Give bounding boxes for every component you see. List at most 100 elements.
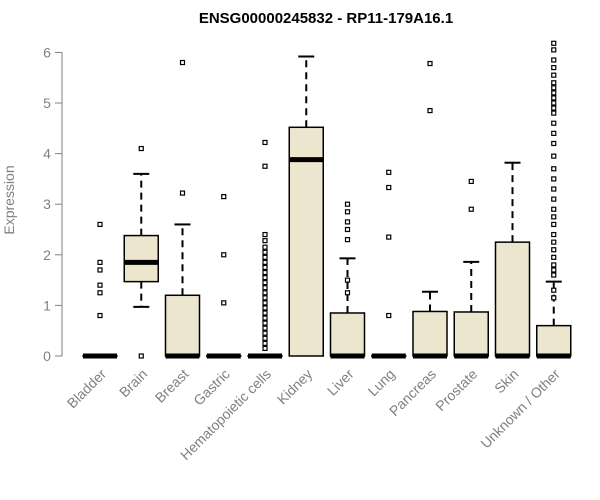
category-label: Brain xyxy=(116,366,150,400)
outlier-point xyxy=(262,269,268,276)
outlier-point xyxy=(344,209,351,215)
outlier-point xyxy=(551,100,557,106)
category-label: Prostate xyxy=(432,366,480,414)
box-group xyxy=(329,201,366,359)
outlier-point xyxy=(97,267,103,273)
category-label: Kidney xyxy=(274,366,316,408)
outlier-point xyxy=(427,60,433,67)
outlier-point xyxy=(262,340,268,346)
outlier-point xyxy=(179,59,186,66)
box-group xyxy=(371,169,407,359)
y-tick-label: 4 xyxy=(43,146,51,162)
box-rect xyxy=(494,241,531,357)
y-axis: 0 1 2 3 4 5 6 xyxy=(43,44,63,364)
box-rect xyxy=(329,312,366,357)
box-group xyxy=(123,145,159,359)
category-label: Lung xyxy=(365,366,398,399)
outlier-point xyxy=(262,345,268,352)
outlier-point xyxy=(427,107,433,114)
outlier-point xyxy=(221,194,227,200)
outlier-point xyxy=(344,219,351,225)
outlier-point xyxy=(262,315,268,321)
outlier-point xyxy=(551,287,557,293)
box-group xyxy=(164,59,201,359)
category-label: Breast xyxy=(152,366,192,406)
outlier-point xyxy=(551,186,557,192)
box-rect xyxy=(288,126,324,357)
outlier-point xyxy=(551,254,557,260)
outlier-point xyxy=(551,110,557,116)
outlier-point xyxy=(344,290,351,296)
outlier-point xyxy=(262,238,268,244)
outlier-point xyxy=(221,300,227,306)
outlier-point xyxy=(551,72,557,78)
box-group xyxy=(82,221,118,359)
outlier-point xyxy=(468,206,474,212)
outlier-point xyxy=(97,259,103,265)
outlier-point xyxy=(262,231,268,238)
outlier-point xyxy=(551,80,557,86)
outlier-point xyxy=(551,120,557,126)
outlier-point xyxy=(551,295,557,301)
outlier-point xyxy=(138,145,144,152)
outlier-point xyxy=(468,178,474,185)
y-tick-label: 1 xyxy=(43,297,51,313)
outlier-point xyxy=(551,239,557,245)
outlier-point xyxy=(262,285,268,291)
outlier-point xyxy=(262,290,268,296)
outlier-point xyxy=(262,310,268,316)
outlier-point xyxy=(551,57,557,63)
box-group xyxy=(247,139,283,359)
outlier-point xyxy=(551,64,557,71)
outlier-point xyxy=(97,282,103,288)
outlier-point xyxy=(262,139,268,146)
outlier-point xyxy=(262,295,268,301)
box-rect xyxy=(453,311,489,357)
outlier-point xyxy=(551,231,557,238)
outlier-point xyxy=(97,221,103,228)
category-label: Skin xyxy=(491,366,522,397)
box-group xyxy=(412,60,448,359)
outlier-point xyxy=(262,325,268,331)
outlier-point xyxy=(138,353,144,359)
category-label: Liver xyxy=(324,366,357,399)
outlier-point xyxy=(262,320,268,326)
outlier-point xyxy=(386,184,392,191)
y-tick-label: 5 xyxy=(43,95,51,111)
outlier-point xyxy=(551,196,557,202)
outlier-point xyxy=(551,90,557,96)
outlier-point xyxy=(262,300,268,306)
box-series xyxy=(82,40,572,359)
y-axis-label: Expression xyxy=(1,165,17,234)
outlier-point xyxy=(344,226,351,233)
outlier-point xyxy=(179,190,186,196)
outlier-point xyxy=(551,262,557,268)
outlier-point xyxy=(551,247,557,253)
outlier-point xyxy=(551,95,557,101)
outlier-point xyxy=(344,277,351,283)
outlier-point xyxy=(551,267,557,273)
box-rect xyxy=(412,310,448,357)
outlier-point xyxy=(97,290,103,296)
box-group xyxy=(494,161,531,359)
outlier-point xyxy=(386,234,392,240)
box-rect xyxy=(536,324,572,357)
outlier-point xyxy=(551,130,557,136)
outlier-point xyxy=(386,169,392,175)
chart-title: ENSG00000245832 - RP11-179A16.1 xyxy=(199,10,453,27)
box-rect xyxy=(123,234,159,283)
box-rect xyxy=(164,294,201,357)
outlier-point xyxy=(551,166,557,172)
box-group xyxy=(206,194,242,359)
y-tick-label: 2 xyxy=(43,247,51,263)
outlier-point xyxy=(551,214,557,220)
outlier-point xyxy=(262,264,268,271)
box-group xyxy=(536,40,572,359)
y-tick-label: 6 xyxy=(43,44,51,60)
outlier-point xyxy=(551,85,557,91)
outlier-point xyxy=(386,312,392,319)
outlier-point xyxy=(262,249,268,255)
outlier-point xyxy=(551,47,557,53)
